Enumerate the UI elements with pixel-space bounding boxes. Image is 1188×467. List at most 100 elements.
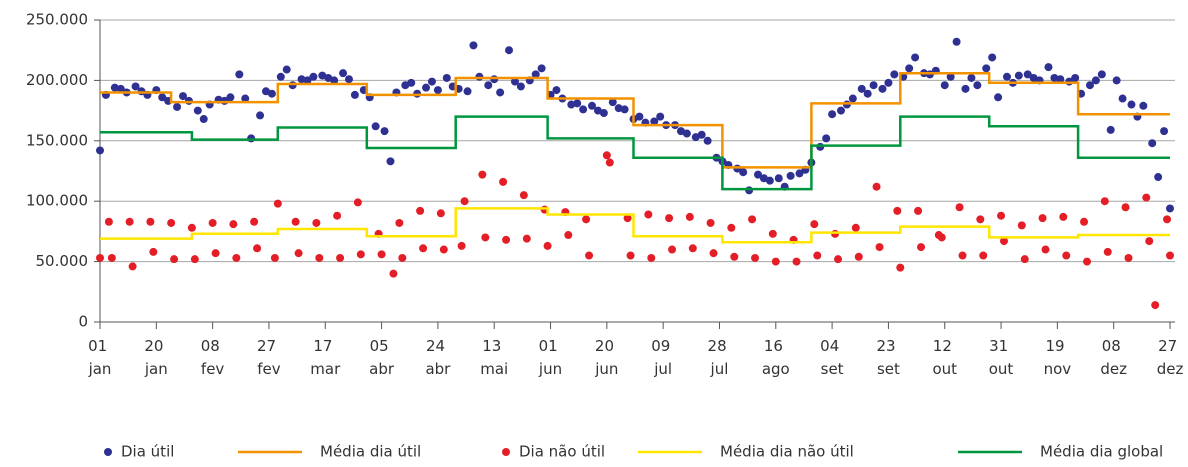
y-tick-label: 250.000 [26,11,88,29]
data-point [730,252,739,261]
x-tick-label: 08 dez [1100,337,1127,378]
data-point [496,88,505,97]
data-point [579,105,588,114]
data-point [330,76,339,85]
data-point [1059,212,1068,221]
x-tick-label: 09 jul [651,337,675,378]
legend-label: Média dia não útil [720,443,854,461]
data-point [626,251,635,260]
data-point [380,127,389,136]
data-point [427,77,436,86]
data-point [232,253,241,262]
data-point [407,78,416,87]
data-point [774,174,783,183]
data-point [1062,251,1071,260]
data-point [1056,75,1065,84]
data-point [650,117,659,126]
data-point [199,115,208,124]
data-point [958,251,967,260]
data-point [389,269,398,278]
data-point [128,262,137,271]
data-point [416,206,425,215]
data-point [110,83,119,92]
data-point [469,41,478,50]
data-point [582,215,591,224]
data-point [131,82,140,91]
data-point [703,136,712,145]
data-point [1002,72,1011,81]
y-tick-label: 150.000 [26,131,88,149]
data-point [727,223,736,232]
data-point [1038,214,1047,223]
data-point [481,233,490,242]
x-tick-label: 13 mai [480,337,508,378]
data-point [1050,73,1059,82]
y-tick-label: 0 [78,313,88,331]
data-point [602,151,611,160]
data-point [1163,215,1172,224]
data-point [851,223,860,232]
data-point [872,182,881,191]
data-point [270,253,279,262]
data-point [315,253,324,262]
data-point [967,73,976,82]
data-point [961,84,970,93]
data-point [303,76,312,85]
legend-marker [104,448,112,456]
data-point [1127,100,1136,109]
data-point [178,92,187,101]
data-point [208,218,217,227]
data-point [516,82,525,91]
data-point [896,263,905,272]
data-point [1000,237,1009,246]
data-point [276,72,285,81]
data-point [976,215,985,224]
data-point [682,129,691,138]
legend-label: Média dia global [1040,443,1163,461]
data-point [890,70,899,79]
data-point [291,217,300,226]
line [100,115,1170,191]
x-tick-label: 01 jun [538,337,563,378]
data-point [439,245,448,254]
legend-label: Dia não útil [519,443,605,461]
data-point [608,98,617,107]
line [100,71,1170,169]
data-point [878,84,887,93]
data-point [356,250,365,259]
data-point [1145,237,1154,246]
data-point [946,72,955,81]
data-point [955,203,964,212]
data-point [336,253,345,262]
x-tick-label: 23 set [876,337,900,378]
data-point [253,244,262,253]
data-point [158,93,167,102]
line [100,207,1170,244]
data-point [1139,101,1148,110]
data-point [982,64,991,73]
data-point [211,249,220,258]
data-point [668,245,677,254]
data-point [739,168,748,177]
data-point [911,53,920,62]
legend-label: Média dia útil [320,443,421,461]
data-point [1020,255,1029,264]
data-point [697,130,706,139]
data-point [1106,125,1115,134]
data-point [422,83,431,92]
x-tick-label: 20 jun [594,337,619,378]
data-point [1118,94,1127,103]
legend-marker [502,448,510,456]
data-point [1023,70,1032,79]
data-point [605,158,614,167]
data-point [1160,127,1169,136]
data-point [564,231,573,240]
data-point [371,122,380,131]
data-point [294,249,303,258]
data-point [96,253,104,262]
data-point [914,206,923,215]
data-point [1071,73,1080,82]
data-point [1085,81,1094,90]
y-tick-label: 50.000 [36,252,89,270]
